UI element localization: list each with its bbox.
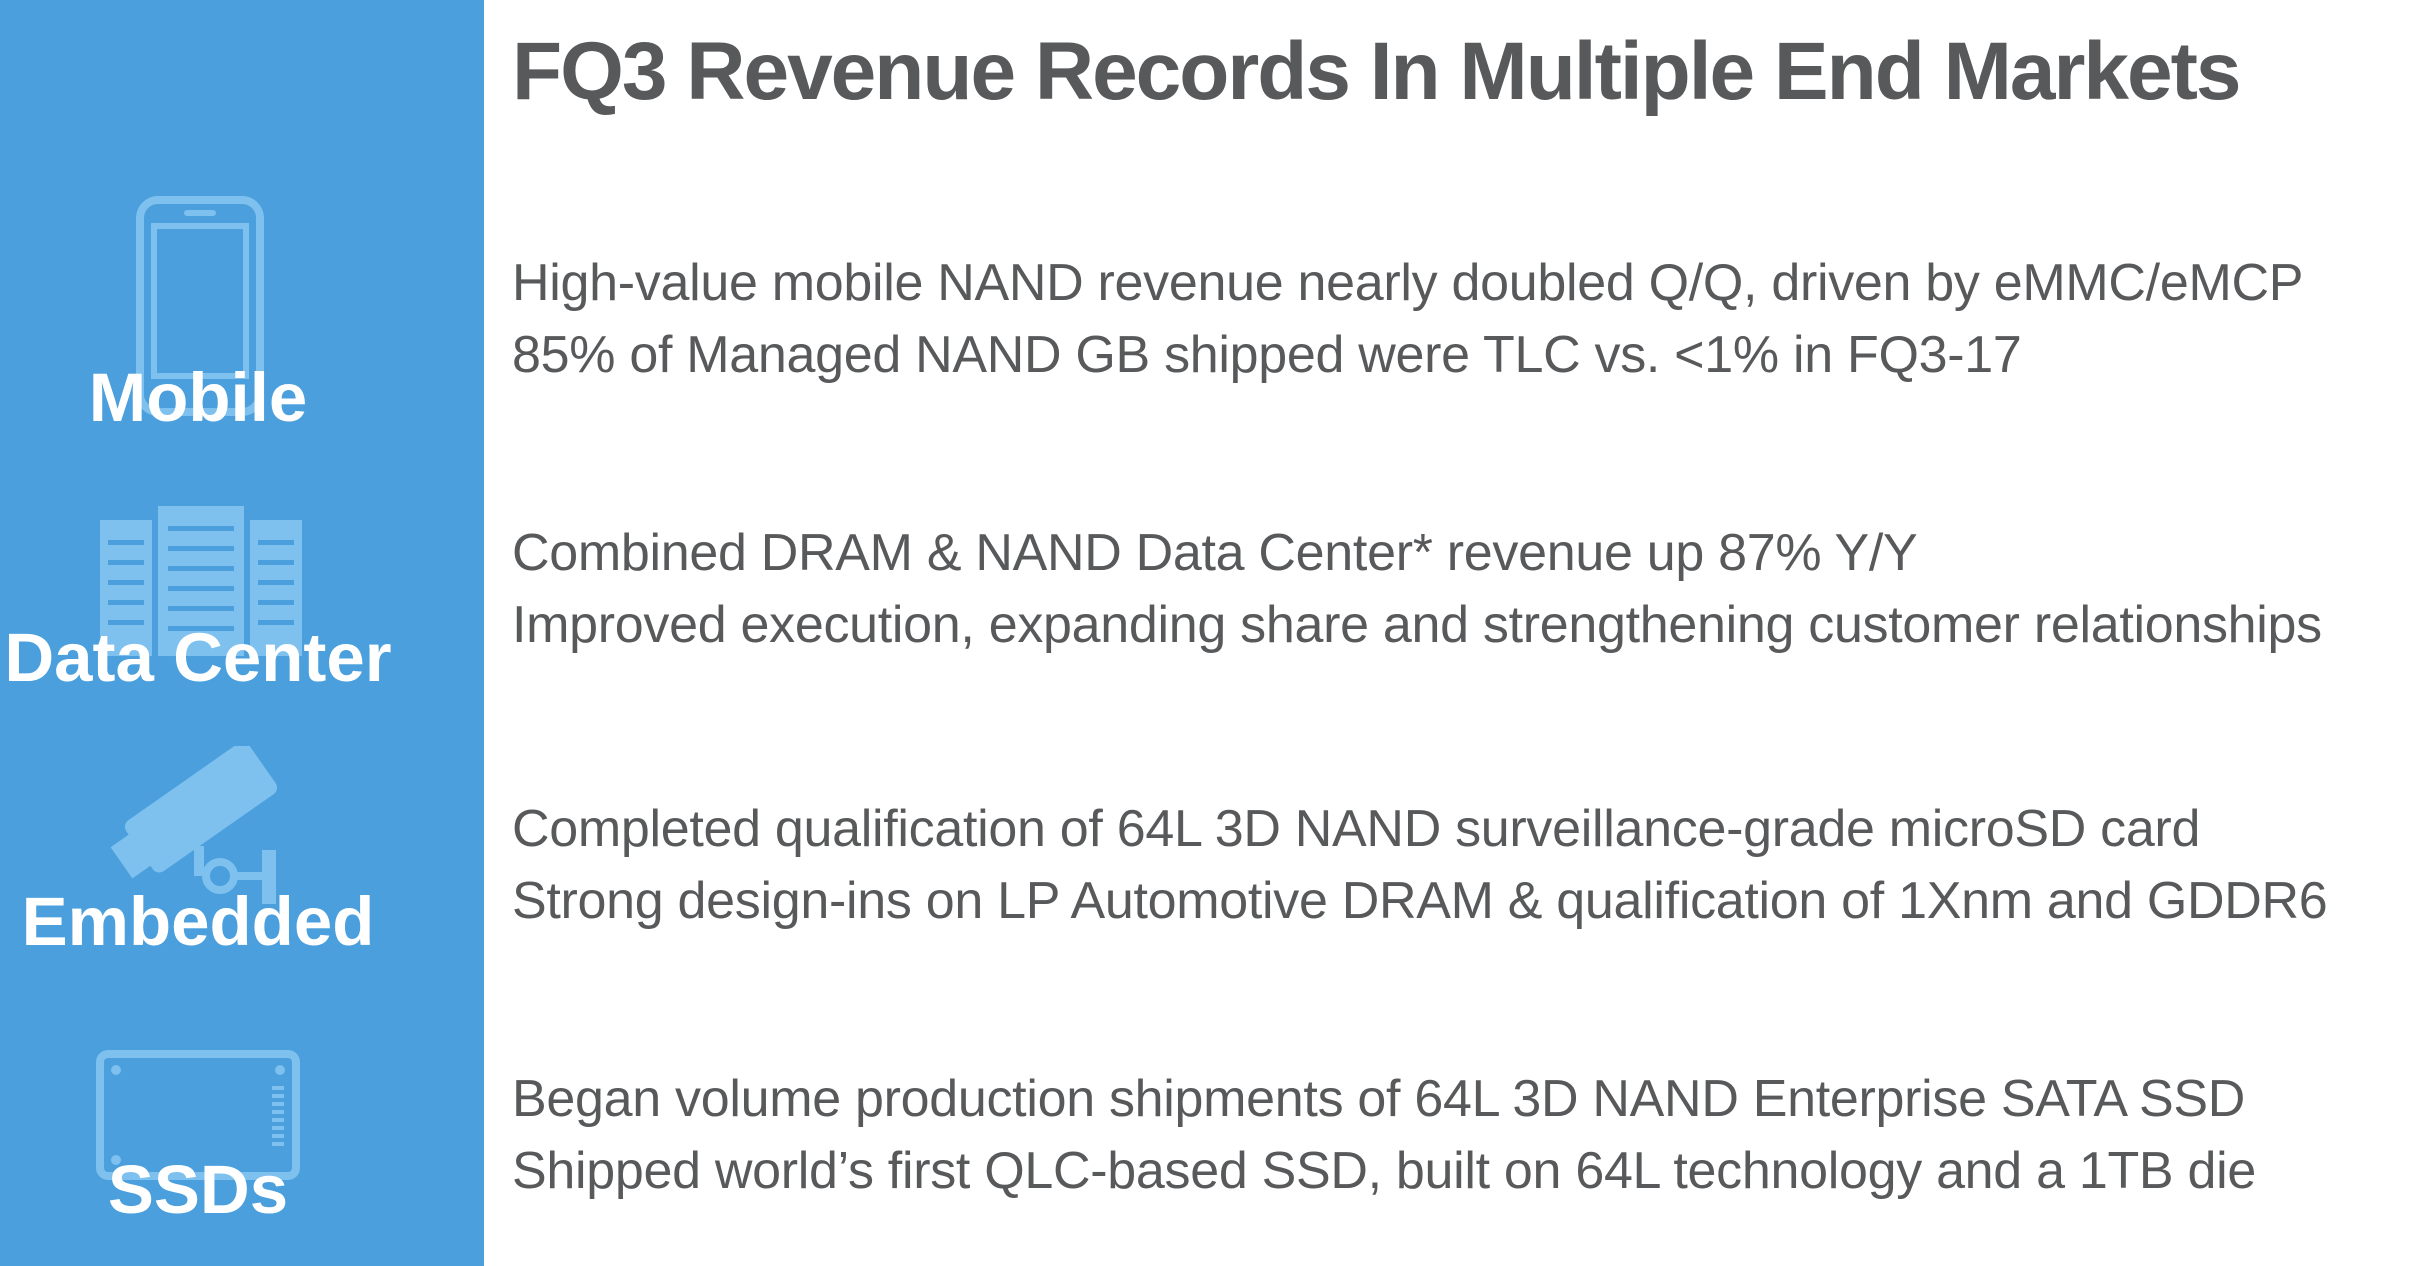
bullet-item: Completed qualification of 64L 3D NAND s… [456, 792, 2200, 866]
bullet-item: Began volume production shipments of 64L… [456, 1062, 2245, 1136]
bullet-dash [456, 623, 484, 627]
bullet-item: Strong design-ins on LP Automotive DRAM … [456, 864, 2328, 938]
category-label: Mobile [88, 359, 308, 436]
bullet-dash [456, 353, 484, 357]
bullet-text: 85% of Managed NAND GB shipped were TLC … [512, 326, 2022, 384]
slide-title: FQ3 Revenue Records In Multiple End Mark… [512, 26, 2242, 117]
bullet-text: Began volume production shipments of 64L… [512, 1070, 2246, 1128]
category-sidebar: Mobile [0, 0, 484, 1266]
security-camera-icon [110, 746, 278, 904]
bullet-dash [456, 281, 484, 285]
bullet-text: Completed qualification of 64L 3D NAND s… [512, 800, 2201, 858]
category-label: SSDs [107, 1151, 289, 1228]
bullet-text: Shipped world’s first QLC-based SSD, bui… [512, 1142, 2256, 1200]
bullet-item: Combined DRAM & NAND Data Center* revenu… [456, 516, 1918, 590]
bullet-dash [456, 1097, 484, 1101]
bullet-dash [456, 1169, 484, 1173]
bullet-text: High-value mobile NAND revenue nearly do… [512, 254, 2304, 312]
bullet-item: Shipped world’s first QLC-based SSD, bui… [456, 1134, 2256, 1208]
bullet-item: High-value mobile NAND revenue nearly do… [456, 246, 2303, 320]
bullet-dash [456, 827, 484, 831]
bullet-text: Combined DRAM & NAND Data Center* revenu… [512, 524, 1918, 582]
bullet-dash [456, 899, 484, 903]
ssd-drive-icon [96, 1050, 300, 1180]
smartphone-icon [136, 196, 264, 416]
bullet-dash [456, 551, 484, 555]
server-rack-icon [100, 506, 302, 656]
bullet-item: 85% of Managed NAND GB shipped were TLC … [456, 318, 2022, 392]
bullet-item: Improved execution, expanding share and … [456, 588, 2322, 662]
category-label: Data Center [4, 619, 392, 696]
category-label: Embedded [21, 883, 375, 960]
bullet-text: Improved execution, expanding share and … [512, 596, 2322, 654]
bullet-text: Strong design-ins on LP Automotive DRAM … [512, 872, 2328, 930]
